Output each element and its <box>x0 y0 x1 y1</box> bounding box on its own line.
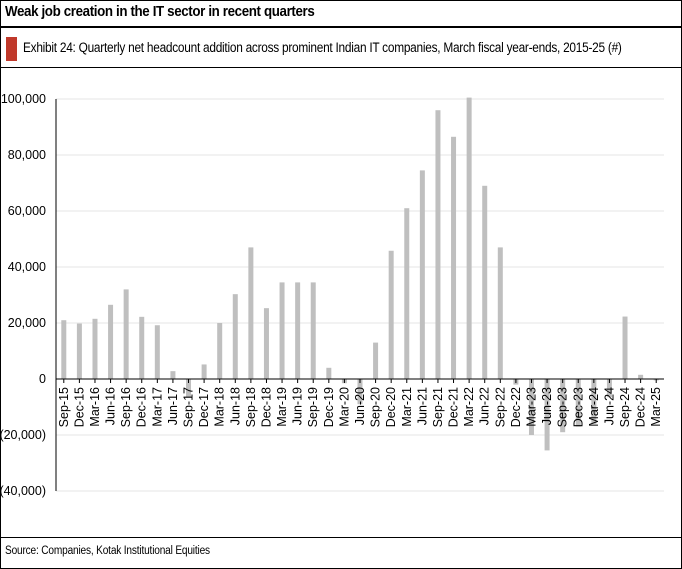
bar <box>404 208 410 379</box>
bar <box>497 247 503 379</box>
title-rule <box>1 67 681 68</box>
bar <box>357 379 363 405</box>
bar <box>248 247 254 379</box>
bar <box>591 379 597 424</box>
x-tick-label: Jun-16 <box>104 387 118 425</box>
y-tick-label: 80,000 <box>8 148 46 162</box>
x-tick-label: Sep-21 <box>431 387 445 427</box>
bar <box>186 379 192 398</box>
bar <box>61 320 67 379</box>
bar <box>606 379 612 398</box>
exhibit-title: Exhibit 24: Quarterly net headcount addi… <box>23 40 622 55</box>
bar <box>123 289 129 379</box>
x-tick-label: Sep-24 <box>618 387 632 427</box>
bar <box>76 323 82 379</box>
x-tick-label: Mar-23 <box>524 387 538 427</box>
x-tick-label: Dec-18 <box>259 387 273 427</box>
x-tick-label: Dec-19 <box>322 387 336 427</box>
bar <box>451 136 457 379</box>
axes <box>55 99 664 491</box>
x-tick-label: Jun-21 <box>415 387 429 425</box>
bar <box>638 374 644 379</box>
x-tick-label: Dec-21 <box>447 387 461 427</box>
bar <box>139 316 145 379</box>
x-tick-label: Jun-18 <box>228 387 242 425</box>
bar <box>482 185 488 379</box>
x-tick-label: Sep-20 <box>369 387 383 427</box>
bar <box>279 282 285 379</box>
x-tick-label: Sep-23 <box>556 387 570 427</box>
gridlines <box>56 98 664 492</box>
bar <box>263 308 269 379</box>
x-tick-label: Mar-16 <box>88 387 102 427</box>
x-tick-label: Dec-17 <box>197 387 211 427</box>
x-tick-label: Sep-18 <box>244 387 258 427</box>
x-tick-label: Mar-21 <box>400 387 414 427</box>
x-tick-label: Dec-22 <box>509 387 523 427</box>
x-tick-label: Dec-24 <box>634 387 648 427</box>
bar <box>108 304 114 379</box>
x-tick-label: Dec-23 <box>571 387 585 427</box>
x-tick-label: Sep-22 <box>493 387 507 427</box>
x-tick-label: Mar-19 <box>275 387 289 427</box>
bar <box>217 323 223 379</box>
bar <box>528 379 534 435</box>
x-tick-labels: Sep-15 Dec-15 Mar-16 Jun-16 Sep-16 Dec-16 Mar-… <box>57 387 663 427</box>
bar <box>388 250 394 379</box>
exhibit-marker <box>6 37 17 61</box>
bar <box>560 379 566 433</box>
x-tick-label: Mar-18 <box>213 387 227 427</box>
x-tick-label: Mar-17 <box>150 387 164 427</box>
bar <box>326 367 332 379</box>
bar <box>575 379 581 427</box>
bar <box>154 325 160 379</box>
x-tick-label: Mar-24 <box>587 387 601 427</box>
x-tick-label: Jun-20 <box>353 387 367 425</box>
x-tick-label: Mar-25 <box>649 387 663 427</box>
bars <box>61 97 659 451</box>
y-tick-label: 100,000 <box>1 92 46 106</box>
x-tick-label: Jun-22 <box>478 387 492 425</box>
headline-rule <box>1 26 681 28</box>
headline: Weak job creation in the IT sector in re… <box>5 4 315 20</box>
x-tick-label: Dec-16 <box>135 387 149 427</box>
bar <box>295 282 301 379</box>
x-tick-label: Jun-17 <box>166 387 180 425</box>
bar <box>466 97 472 379</box>
x-tick-label: Jun-24 <box>602 387 616 425</box>
bar <box>373 342 379 379</box>
x-tick-label: Dec-15 <box>72 387 86 427</box>
x-tick-label: Sep-16 <box>119 387 133 427</box>
x-tick-label: Dec-20 <box>384 387 398 427</box>
y-tick-label: (40,000) <box>0 484 46 498</box>
x-tick-label: Mar-22 <box>462 387 476 427</box>
y-tick-label: 20,000 <box>8 316 46 330</box>
y-tick-label: 0 <box>39 372 46 386</box>
bar <box>201 364 207 379</box>
y-tick-labels: (40,000) (20,000) 0 20,000 40,000 60,000 80,00… <box>0 92 46 498</box>
y-tick-label: (20,000) <box>0 428 46 442</box>
bar <box>419 170 425 379</box>
x-tick-label: Sep-19 <box>306 387 320 427</box>
source-note: Source: Companies, Kotak Institutional E… <box>5 545 210 557</box>
x-tick-label: Mar-20 <box>337 387 351 427</box>
bar <box>435 110 441 379</box>
source-rule <box>1 537 681 538</box>
x-tick-label: Sep-17 <box>182 387 196 427</box>
bar <box>92 318 98 379</box>
bar <box>310 282 316 379</box>
bar <box>622 316 628 379</box>
y-tick-label: 60,000 <box>8 204 46 218</box>
bar <box>544 379 550 451</box>
bar <box>232 294 238 379</box>
x-tick-label: Jun-23 <box>540 387 554 425</box>
bar <box>170 371 176 379</box>
y-tick-label: 40,000 <box>8 260 46 274</box>
x-tick-label: Sep-15 <box>57 387 71 427</box>
x-tick-label: Jun-19 <box>291 387 305 425</box>
